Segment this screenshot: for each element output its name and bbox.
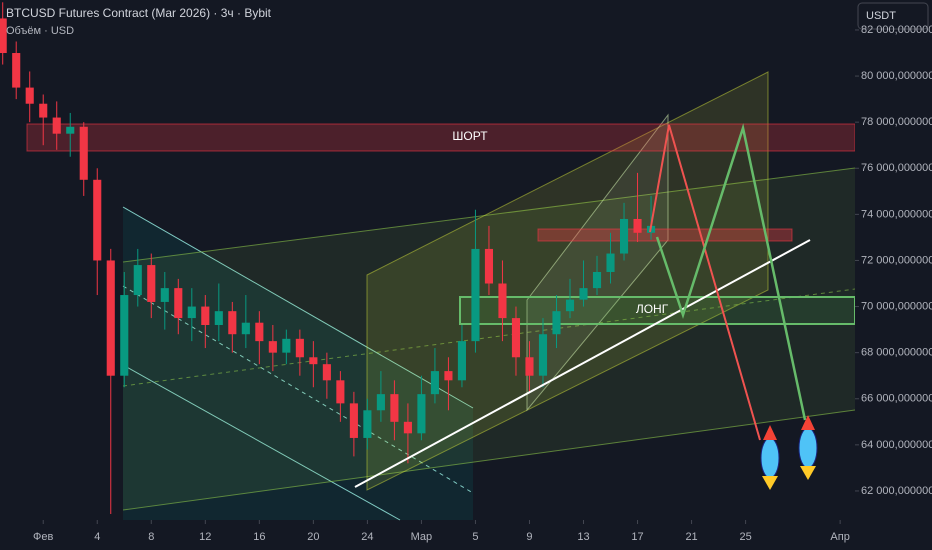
- candle-body: [552, 311, 561, 335]
- candle-body: [309, 357, 318, 365]
- candle-body: [0, 18, 7, 54]
- candle-body: [336, 380, 345, 404]
- candle-body: [565, 299, 575, 312]
- candle-body: [12, 53, 21, 88]
- y-tick-label: 80 000,000000: [861, 70, 932, 82]
- candle-body: [525, 357, 534, 376]
- candle-body: [633, 218, 642, 233]
- annotation: ЛОНГ: [636, 302, 669, 316]
- candle-body: [133, 265, 142, 296]
- x-tick-label: 12: [199, 531, 211, 543]
- y-tick-label: 68 000,000000: [861, 347, 932, 359]
- x-tick-label: 21: [685, 531, 697, 543]
- channel-line: [122, 167, 856, 263]
- candle-body: [363, 410, 372, 438]
- candle-body: [214, 311, 223, 325]
- x-tick-label: 17: [631, 531, 643, 543]
- candle-body: [147, 265, 156, 302]
- y-tick-label: 76 000,000000: [861, 162, 932, 174]
- candle-body: [403, 421, 412, 434]
- channel-mid: [122, 285, 474, 494]
- candle-body: [268, 341, 277, 353]
- candle-body: [241, 322, 250, 335]
- x-tick-label: 20: [307, 531, 319, 543]
- green-channel: [123, 168, 855, 510]
- candle-body: [457, 341, 466, 381]
- y-tick-label: 62 000,000000: [861, 485, 932, 497]
- candle-body: [120, 295, 129, 376]
- candle-body: [511, 318, 521, 358]
- x-tick-label: 9: [526, 531, 532, 543]
- y-tick-label: 70 000,000000: [861, 300, 932, 312]
- channel-mid: [122, 288, 856, 387]
- candle-body: [349, 403, 358, 438]
- x-tick-label: Апр: [830, 531, 849, 543]
- x-tick-label: 5: [472, 531, 478, 543]
- x-tick-label: 13: [577, 531, 589, 543]
- candle-body: [430, 371, 439, 395]
- candle-body: [201, 306, 210, 325]
- y-tick-label: 82 000,000000: [861, 24, 932, 36]
- candle-body: [579, 288, 588, 300]
- x-tick-label: Фев: [33, 531, 53, 543]
- candle-body: [471, 248, 480, 342]
- candle-body: [417, 394, 426, 434]
- channel-line: [122, 206, 474, 409]
- currency-button-label[interactable]: USDT: [866, 10, 896, 22]
- candle-body: [376, 394, 385, 411]
- resistance-zone: [537, 228, 793, 242]
- y-tick-label: 74 000,000000: [861, 208, 932, 220]
- channel-line: [122, 409, 856, 511]
- candle-body: [484, 248, 494, 284]
- candle-body: [444, 371, 453, 381]
- candle-body: [592, 271, 602, 289]
- currency-button[interactable]: [857, 2, 929, 30]
- candle-body: [25, 87, 34, 104]
- candle-body: [52, 117, 61, 134]
- overlays: ШОРТ ЛОНГ: [354, 123, 818, 490]
- annotation: ШОРТ: [452, 129, 488, 143]
- candle-body: [498, 283, 507, 319]
- x-tick-label: 24: [361, 531, 373, 543]
- x-tick-label: Мар: [411, 531, 433, 543]
- chart-title: BTCUSD Futures Contract (Mar 2026) · 3ч …: [6, 6, 272, 20]
- short-path: [649, 124, 761, 441]
- y-tick-label: 72 000,000000: [861, 254, 932, 266]
- short-zone: [26, 123, 856, 152]
- candle-body: [538, 334, 548, 376]
- rocket-icon: [760, 425, 780, 490]
- candle-body: [295, 338, 304, 358]
- long-zone: [459, 296, 856, 325]
- candle-body: [39, 103, 48, 118]
- candle-body: [390, 394, 399, 422]
- y-tick-label: 66 000,000000: [861, 393, 932, 405]
- price-axis: [855, 0, 932, 550]
- y-tick-label: 78 000,000000: [861, 116, 932, 128]
- candle-body: [93, 179, 102, 261]
- chart-subtitle: Объём · USD: [6, 25, 74, 37]
- candle-body: [619, 218, 629, 254]
- x-tick-label: 25: [739, 531, 751, 543]
- candle-body: [174, 288, 183, 319]
- candle-body: [322, 364, 331, 381]
- x-tick-label: 4: [94, 531, 100, 543]
- y-tick-label: 64 000,000000: [861, 439, 932, 451]
- candle-body: [228, 311, 237, 335]
- candle-body: [282, 338, 291, 353]
- rocket-icon: [798, 415, 818, 480]
- candle-body: [106, 260, 115, 376]
- trend-line: [354, 239, 811, 488]
- candle-body: [160, 288, 169, 302]
- channel-line: [122, 364, 401, 521]
- candle-body: [66, 126, 75, 134]
- candle-body: [606, 253, 615, 272]
- long-path: [655, 123, 807, 421]
- x-tick-label: 16: [253, 531, 265, 543]
- candle-body: [187, 306, 196, 319]
- candle-body: [79, 126, 88, 180]
- candles: [0, 2, 656, 515]
- x-tick-label: 8: [148, 531, 154, 543]
- candle-body: [255, 322, 264, 342]
